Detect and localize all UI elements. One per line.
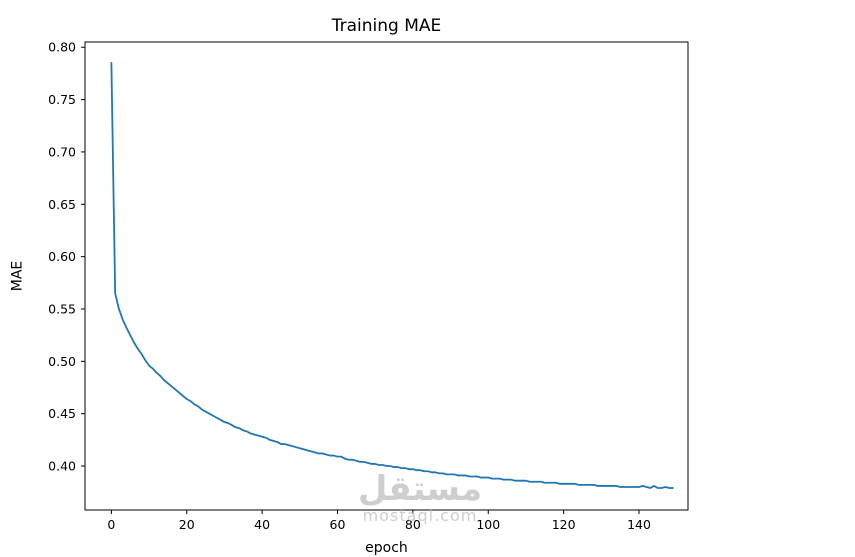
x-tick-label: 140 [627, 517, 651, 532]
y-tick-label: 0.40 [48, 459, 76, 474]
x-tick-label: 120 [552, 517, 576, 532]
y-tick-label: 0.45 [48, 406, 76, 421]
plot-area [84, 41, 689, 511]
x-tick-label: 20 [179, 517, 195, 532]
x-tick-label: 40 [254, 517, 270, 532]
training-curve [110, 62, 674, 489]
y-tick-label: 0.75 [48, 92, 76, 107]
y-tick-label: 0.70 [48, 144, 76, 159]
y-tick-label: 0.60 [48, 249, 76, 264]
x-tick-label: 100 [476, 517, 500, 532]
x-tick-label: 80 [405, 517, 421, 532]
y-tick-label: 0.80 [48, 40, 76, 55]
x-tick-label: 60 [330, 517, 346, 532]
y-tick-label: 0.55 [48, 301, 76, 316]
y-tick-label: 0.65 [48, 197, 76, 212]
x-axis-label: epoch [365, 540, 408, 556]
chart-title: Training MAE [331, 16, 442, 36]
y-tick-label: 0.50 [48, 354, 76, 369]
x-tick-label: 0 [107, 517, 115, 532]
